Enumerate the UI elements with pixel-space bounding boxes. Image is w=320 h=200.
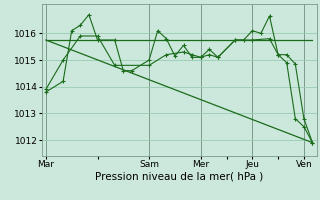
X-axis label: Pression niveau de la mer( hPa ): Pression niveau de la mer( hPa )	[95, 172, 263, 182]
